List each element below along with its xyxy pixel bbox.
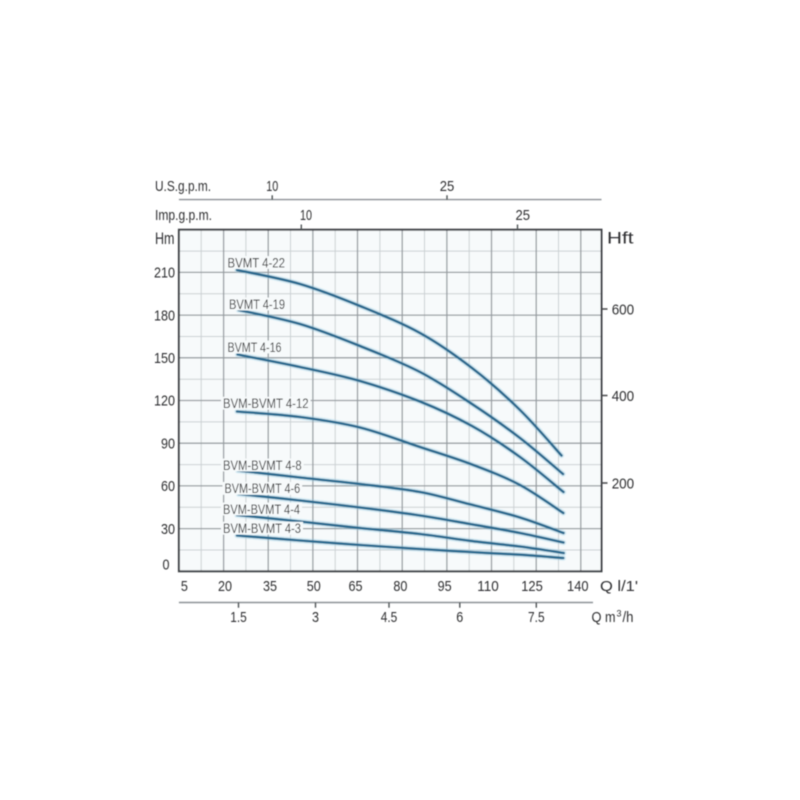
svg-text:BVM-BVMT 4-4: BVM-BVMT 4-4 [223,502,300,518]
svg-text:95: 95 [438,579,452,595]
svg-text:U.S.g.p.m.: U.S.g.p.m. [155,179,211,195]
svg-text:/h: /h [623,610,634,626]
svg-text:0: 0 [163,558,170,574]
svg-text:35: 35 [263,579,277,595]
svg-text:3: 3 [312,610,319,626]
svg-text:7.5: 7.5 [528,610,545,626]
svg-text:150: 150 [154,351,175,367]
svg-text:10: 10 [300,208,312,224]
svg-text:50: 50 [307,579,321,595]
svg-text:BVM-BVMT 4-8: BVM-BVMT 4-8 [223,458,302,474]
svg-text:200: 200 [612,476,635,492]
svg-text:BVM-BVMT 4-12: BVM-BVMT 4-12 [223,396,309,412]
svg-text:BVM-BVMT 4-3: BVM-BVMT 4-3 [223,521,301,537]
svg-text:BVMT 4-16: BVMT 4-16 [228,340,282,356]
svg-text:80: 80 [393,579,407,595]
svg-text:120: 120 [154,394,175,410]
svg-text:5: 5 [181,579,188,595]
svg-text:Hm: Hm [155,230,175,248]
svg-text:90: 90 [161,436,175,452]
svg-text:140: 140 [567,579,589,595]
svg-text:Hft: Hft [607,230,634,248]
svg-text:Q l/1': Q l/1' [600,579,638,595]
svg-text:10: 10 [266,179,278,195]
svg-text:Q: Q [592,610,602,626]
svg-text:20: 20 [218,579,232,595]
svg-text:25: 25 [515,208,530,224]
svg-text:m: m [605,610,616,626]
svg-text:65: 65 [349,579,363,595]
svg-text:125: 125 [521,579,543,595]
svg-text:6: 6 [456,610,463,626]
svg-text:60: 60 [161,479,175,495]
svg-text:Imp.g.p.m.: Imp.g.p.m. [155,208,212,224]
svg-text:BVMT 4-19: BVMT 4-19 [229,297,285,313]
svg-text:3: 3 [617,609,622,620]
svg-text:1.5: 1.5 [230,610,247,626]
svg-text:600: 600 [612,302,635,318]
svg-text:30: 30 [161,522,175,538]
svg-text:180: 180 [154,308,175,324]
svg-text:110: 110 [477,579,499,595]
svg-text:BVMT 4-22: BVMT 4-22 [228,255,286,271]
svg-text:210: 210 [154,266,175,282]
svg-text:400: 400 [612,389,635,405]
svg-text:4.5: 4.5 [381,610,398,626]
svg-text:BVM-BVMT 4-6: BVM-BVMT 4-6 [225,481,301,497]
svg-text:25: 25 [440,179,455,195]
